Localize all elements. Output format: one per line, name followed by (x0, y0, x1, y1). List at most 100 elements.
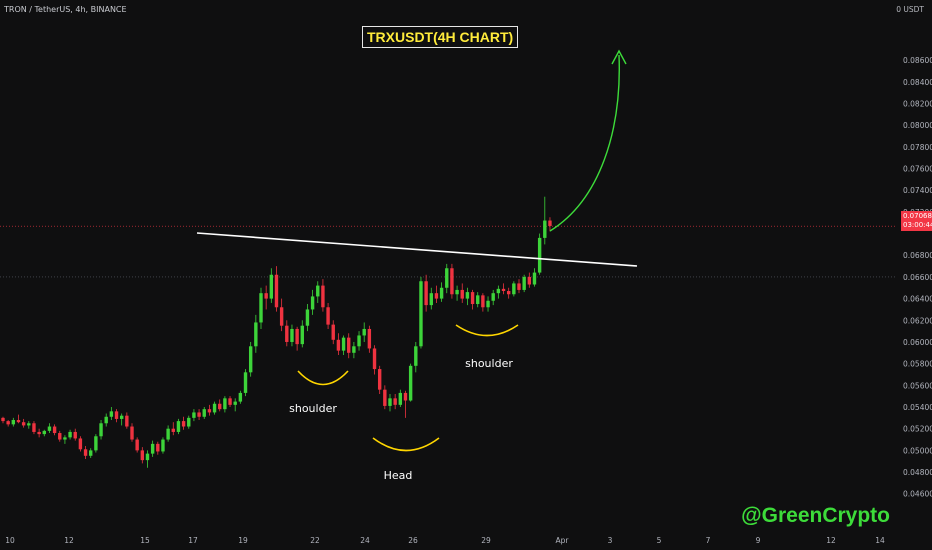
candle-body[interactable] (331, 324, 335, 340)
candle-body[interactable] (336, 339, 341, 351)
candle-body[interactable] (104, 416, 108, 424)
candle-body[interactable] (109, 411, 114, 417)
candle-body[interactable] (243, 372, 248, 393)
candle-body[interactable] (414, 346, 418, 366)
candle-body[interactable] (259, 293, 263, 323)
candle-body[interactable] (383, 389, 387, 406)
candle-body[interactable] (99, 423, 103, 437)
candle-body[interactable] (135, 439, 139, 451)
candle-body[interactable] (476, 295, 480, 305)
candle-body[interactable] (305, 309, 310, 326)
candle-body[interactable] (161, 439, 165, 452)
candle-body[interactable] (465, 292, 470, 299)
candle-body[interactable] (310, 296, 315, 310)
candle-body[interactable] (6, 421, 10, 425)
candle-body[interactable] (300, 325, 304, 345)
candle-body[interactable] (228, 398, 232, 405)
candle-body[interactable] (197, 412, 201, 417)
neckline-trendline[interactable] (196, 232, 638, 267)
candle-body[interactable] (279, 307, 284, 326)
candle-body[interactable] (424, 281, 428, 306)
candle-body[interactable] (156, 443, 160, 452)
candle-body[interactable] (269, 274, 274, 299)
candle-body[interactable] (223, 398, 227, 410)
candle-body[interactable] (119, 415, 124, 419)
candle-body[interactable] (388, 398, 392, 406)
candle-body[interactable] (125, 415, 129, 427)
candle-body[interactable] (372, 348, 377, 370)
candle-body[interactable] (63, 437, 67, 440)
candle-body[interactable] (347, 337, 351, 353)
candle-body[interactable] (181, 421, 186, 427)
candle-body[interactable] (248, 346, 253, 373)
candle-body[interactable] (176, 421, 181, 432)
candle-body[interactable] (207, 409, 212, 413)
candle-body[interactable] (16, 420, 21, 423)
candle-body[interactable] (537, 237, 542, 273)
candle-body[interactable] (450, 268, 454, 295)
candle-body[interactable] (192, 412, 196, 418)
candle-body[interactable] (218, 403, 222, 410)
candle-body[interactable] (486, 300, 490, 308)
candle-body[interactable] (27, 423, 31, 426)
candle-body[interactable] (274, 274, 279, 308)
candle-body[interactable] (429, 293, 433, 306)
candle-body[interactable] (367, 328, 372, 349)
candle-body[interactable] (419, 281, 423, 347)
candle-body[interactable] (403, 392, 408, 401)
candle-body[interactable] (439, 287, 444, 299)
candle-body[interactable] (434, 293, 439, 299)
candle-body[interactable] (470, 292, 475, 305)
candle-body[interactable] (89, 450, 93, 456)
candle-body[interactable] (21, 422, 26, 426)
candle-body[interactable] (47, 426, 52, 431)
candle-body[interactable] (362, 328, 366, 336)
candle-body[interactable] (130, 426, 134, 440)
candle-body[interactable] (145, 453, 150, 461)
candle-body[interactable] (445, 268, 449, 288)
candle-body[interactable] (32, 423, 36, 432)
candle-body[interactable] (506, 291, 511, 295)
candle-body[interactable] (352, 346, 356, 353)
candle-body[interactable] (517, 283, 521, 290)
candle-body[interactable] (321, 285, 325, 308)
candle-body[interactable] (522, 276, 526, 290)
candle-body[interactable] (357, 335, 361, 347)
candle-body[interactable] (83, 449, 88, 456)
candle-body[interactable] (290, 328, 294, 342)
candle-body[interactable] (73, 431, 77, 439)
candle-body[interactable] (140, 450, 145, 461)
candle-body[interactable] (295, 328, 299, 345)
candle-body[interactable] (212, 403, 217, 413)
candle-body[interactable] (11, 420, 16, 425)
candle-body[interactable] (408, 365, 413, 401)
candle-body[interactable] (501, 288, 506, 292)
candle-body[interactable] (460, 289, 464, 299)
candle-body[interactable] (238, 392, 243, 402)
candle-body[interactable] (264, 293, 268, 299)
candle-body[interactable] (481, 295, 485, 308)
candle-body[interactable] (171, 428, 175, 432)
candle-body[interactable] (150, 443, 155, 454)
candle-body[interactable] (532, 272, 537, 285)
candle-body[interactable] (455, 289, 459, 295)
candle-body[interactable] (37, 431, 41, 435)
symbol-header[interactable]: TRON / TetherUS, 4h, BINANCE (4, 5, 127, 14)
candle-body[interactable] (393, 398, 397, 405)
candle-body[interactable] (202, 409, 206, 417)
candle-body[interactable] (166, 428, 170, 440)
candle-body[interactable] (527, 276, 532, 285)
candle-body[interactable] (42, 430, 46, 435)
candle-body[interactable] (1, 417, 5, 422)
candle-body[interactable] (52, 426, 57, 434)
candle-body[interactable] (254, 322, 258, 347)
candle-body[interactable] (114, 411, 119, 419)
candle-body[interactable] (543, 220, 547, 238)
candle-body[interactable] (316, 285, 320, 297)
candle-body[interactable] (341, 337, 346, 351)
candle-body[interactable] (491, 293, 495, 301)
currency-label[interactable]: 0 USDT (896, 5, 924, 14)
candle-body[interactable] (285, 325, 289, 342)
candle-body[interactable] (94, 436, 98, 451)
candle-body[interactable] (326, 307, 330, 325)
